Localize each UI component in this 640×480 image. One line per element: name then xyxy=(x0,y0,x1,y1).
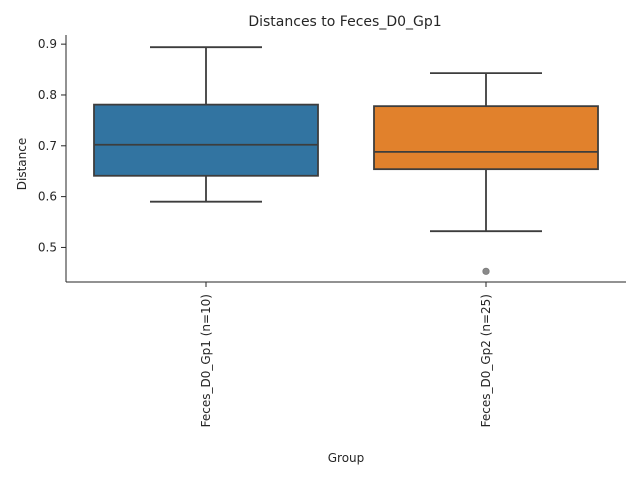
y-tick-label: 0.5 xyxy=(38,240,57,254)
x-tick-label: Feces_D0_Gp2 (n=25) xyxy=(479,294,493,427)
y-tick-label: 0.6 xyxy=(38,190,57,204)
y-tick-label: 0.7 xyxy=(38,139,57,153)
box-iqr xyxy=(373,105,599,171)
box-iqr xyxy=(93,103,319,177)
plot-area xyxy=(93,46,599,275)
x-tick-label: Feces_D0_Gp1 (n=10) xyxy=(199,294,213,427)
chart-title: Distances to Feces_D0_Gp1 xyxy=(248,14,441,30)
y-tick-label: 0.8 xyxy=(38,88,57,102)
y-axis-label: Distance xyxy=(15,138,29,190)
outlier-point xyxy=(482,267,490,275)
x-axis-label: Group xyxy=(328,451,365,465)
box-group xyxy=(93,46,319,203)
box-group xyxy=(373,72,599,275)
y-tick-label: 0.9 xyxy=(38,37,57,51)
